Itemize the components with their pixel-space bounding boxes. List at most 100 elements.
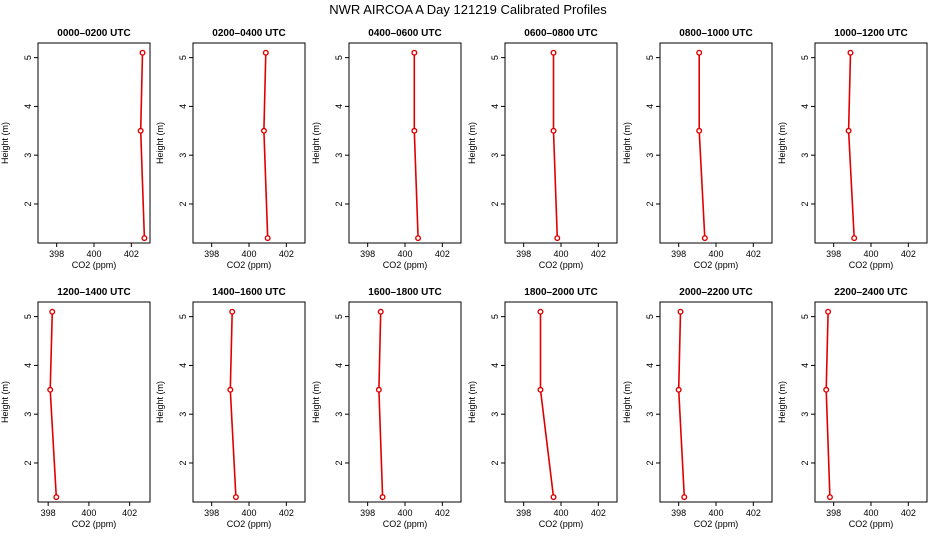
y-axis-label: Height (m) bbox=[622, 122, 632, 164]
profile-line bbox=[49, 311, 58, 498]
profile-point bbox=[823, 386, 830, 393]
panel-title: 0200–0400 UTC bbox=[212, 28, 285, 39]
profile-point bbox=[264, 235, 271, 242]
x-axis-label: CO2 (ppm) bbox=[694, 519, 739, 529]
x-tick-label: 402 bbox=[435, 508, 450, 518]
x-tick-label: 402 bbox=[279, 508, 294, 518]
y-tick-label: 4 bbox=[178, 104, 188, 109]
y-axis-label: Height (m) bbox=[311, 122, 321, 164]
profile-point bbox=[229, 308, 236, 315]
profile-line bbox=[413, 52, 419, 239]
y-tick-label: 4 bbox=[645, 363, 655, 368]
profile-point bbox=[696, 127, 703, 134]
y-tick-label: 2 bbox=[334, 201, 344, 206]
y-tick-label: 4 bbox=[178, 363, 188, 368]
x-tick-label: 400 bbox=[863, 508, 878, 518]
profile-line bbox=[552, 52, 559, 239]
profile-point bbox=[537, 308, 544, 315]
y-tick-label: 5 bbox=[490, 314, 500, 319]
x-tick-label: 402 bbox=[435, 249, 450, 259]
y-tick-label: 2 bbox=[490, 201, 500, 206]
y-tick-label: 2 bbox=[178, 201, 188, 206]
x-axis-label: CO2 (ppm) bbox=[849, 519, 894, 529]
x-tick-label: 400 bbox=[397, 249, 412, 259]
y-tick-label: 5 bbox=[800, 314, 810, 319]
x-tick-label: 398 bbox=[516, 508, 531, 518]
x-tick-label: 402 bbox=[591, 508, 606, 518]
profile-panel: 0200–0400 UTC 398 400 402 2 3 4 5 CO2 (ppm) Heigh… bbox=[155, 28, 306, 270]
x-tick-label: 400 bbox=[708, 508, 723, 518]
plot-frame bbox=[504, 301, 618, 503]
x-tick-label: 402 bbox=[279, 249, 294, 259]
y-tick-label: 4 bbox=[800, 104, 810, 109]
x-tick-label: 398 bbox=[204, 249, 219, 259]
profile-point bbox=[696, 49, 703, 56]
profile-line bbox=[139, 52, 146, 239]
x-axis-label: CO2 (ppm) bbox=[227, 519, 272, 529]
y-tick-label: 5 bbox=[334, 55, 344, 60]
y-tick-label: 3 bbox=[23, 153, 33, 158]
profile-line bbox=[378, 311, 384, 498]
y-tick-label: 2 bbox=[800, 460, 810, 465]
plot-frame bbox=[814, 301, 928, 503]
y-tick-label: 5 bbox=[334, 314, 344, 319]
x-tick-label: 402 bbox=[124, 249, 139, 259]
y-tick-label: 4 bbox=[23, 104, 33, 109]
profile-point bbox=[262, 49, 269, 56]
profile-point bbox=[550, 49, 557, 56]
x-tick-label: 400 bbox=[553, 508, 568, 518]
y-tick-label: 2 bbox=[645, 201, 655, 206]
x-axis-label: CO2 (ppm) bbox=[539, 519, 584, 529]
profile-panel: 1800–2000 UTC 398 400 402 2 3 4 5 CO2 (ppm) Heigh… bbox=[467, 287, 618, 529]
profile-point bbox=[681, 494, 688, 501]
y-tick-label: 3 bbox=[645, 153, 655, 158]
profile-point bbox=[47, 386, 54, 393]
y-tick-label: 4 bbox=[23, 363, 33, 368]
x-tick-label: 400 bbox=[241, 508, 256, 518]
y-axis-label: Height (m) bbox=[622, 381, 632, 423]
profile-point bbox=[141, 235, 148, 242]
x-tick-label: 400 bbox=[86, 249, 101, 259]
x-tick-label: 398 bbox=[49, 249, 64, 259]
profile-point bbox=[411, 127, 418, 134]
y-axis-label: Height (m) bbox=[0, 122, 10, 164]
y-tick-label: 2 bbox=[23, 201, 33, 206]
panel-title: 1200–1400 UTC bbox=[57, 287, 130, 298]
panel-title: 0800–1000 UTC bbox=[679, 28, 752, 39]
y-tick-label: 5 bbox=[178, 55, 188, 60]
y-tick-label: 5 bbox=[490, 55, 500, 60]
x-tick-label: 398 bbox=[360, 508, 375, 518]
x-axis-label: CO2 (ppm) bbox=[383, 519, 428, 529]
y-tick-label: 3 bbox=[490, 412, 500, 417]
plot-frame bbox=[192, 301, 306, 503]
profile-line bbox=[825, 311, 831, 498]
plot-frame bbox=[37, 42, 151, 244]
profile-line bbox=[677, 311, 686, 498]
y-axis-label: Height (m) bbox=[467, 381, 477, 423]
profile-panel: 0000–0200 UTC 398 400 402 2 3 4 5 CO2 (ppm) Heigh… bbox=[0, 28, 151, 270]
profile-point bbox=[411, 49, 418, 56]
profile-point bbox=[550, 127, 557, 134]
y-tick-label: 5 bbox=[800, 55, 810, 60]
profile-point bbox=[826, 494, 833, 501]
x-tick-label: 400 bbox=[863, 249, 878, 259]
profile-panel: 1600–1800 UTC 398 400 402 2 3 4 5 CO2 (ppm) Heigh… bbox=[311, 287, 462, 529]
profile-point bbox=[232, 494, 239, 501]
plot-frame bbox=[814, 42, 928, 244]
profile-point bbox=[375, 386, 382, 393]
y-tick-label: 2 bbox=[23, 460, 33, 465]
x-axis-label: CO2 (ppm) bbox=[72, 519, 117, 529]
y-tick-label: 2 bbox=[334, 460, 344, 465]
x-tick-label: 398 bbox=[41, 508, 56, 518]
x-tick-label: 400 bbox=[241, 249, 256, 259]
x-axis-label: CO2 (ppm) bbox=[72, 260, 117, 270]
y-tick-label: 3 bbox=[334, 153, 344, 158]
y-tick-label: 3 bbox=[800, 153, 810, 158]
x-tick-label: 398 bbox=[826, 508, 841, 518]
y-tick-label: 5 bbox=[178, 314, 188, 319]
profile-point bbox=[550, 494, 557, 501]
profile-panel: 2200–2400 UTC 398 400 402 2 3 4 5 CO2 (ppm) Heigh… bbox=[777, 287, 928, 529]
y-tick-label: 5 bbox=[645, 55, 655, 60]
y-tick-label: 2 bbox=[178, 460, 188, 465]
profile-panel: 1200–1400 UTC 398 400 402 2 3 4 5 CO2 (ppm) Heigh… bbox=[0, 287, 151, 529]
